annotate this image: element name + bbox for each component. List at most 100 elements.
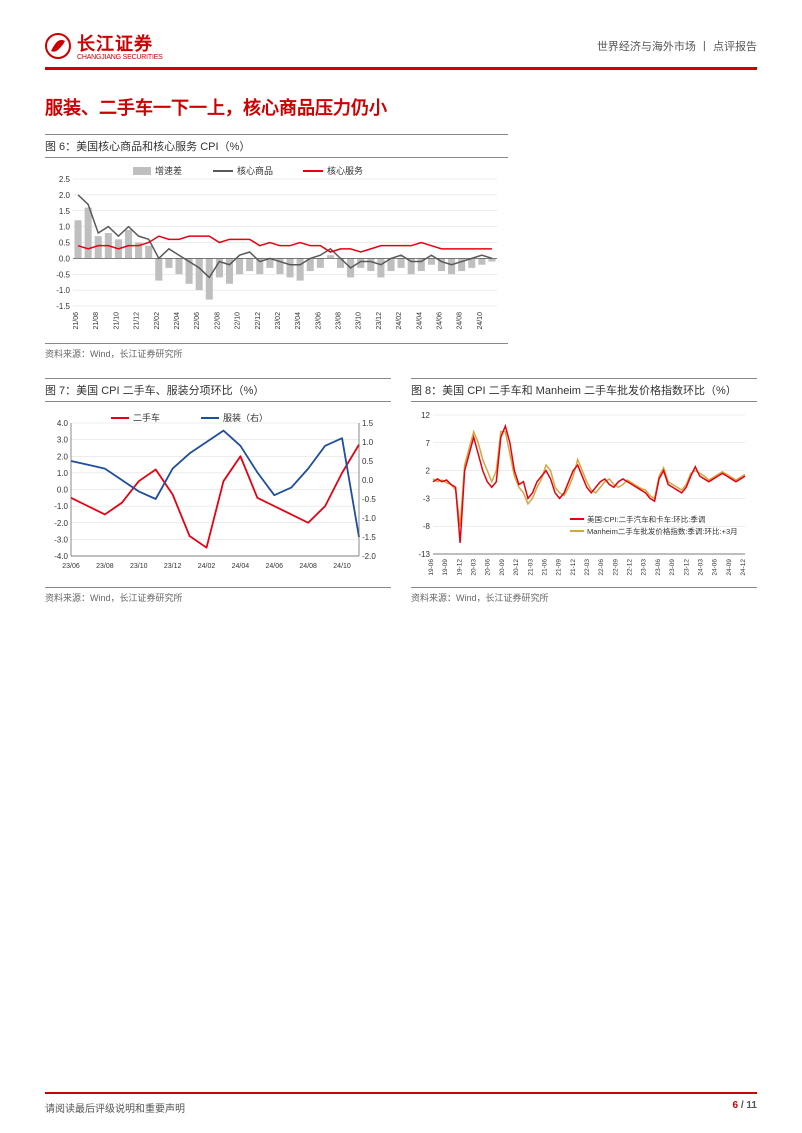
svg-text:23-03: 23-03	[641, 559, 648, 576]
svg-text:-4.0: -4.0	[54, 552, 68, 561]
svg-text:24/06: 24/06	[436, 312, 443, 330]
svg-text:23/06: 23/06	[62, 563, 80, 570]
svg-text:0.0: 0.0	[362, 476, 374, 485]
svg-text:23/02: 23/02	[275, 312, 282, 330]
svg-text:22/02: 22/02	[154, 312, 161, 330]
svg-text:-8: -8	[423, 522, 431, 531]
footer-disclaimer: 请阅读最后评级说明和重要声明	[45, 1100, 185, 1115]
chart-8: 图 8：美国 CPI 二手车和 Manheim 二手车批发价格指数环比（%） -…	[411, 378, 757, 604]
svg-text:24-12: 24-12	[740, 559, 747, 576]
logo-text-cn: 长江证券	[77, 30, 163, 56]
svg-text:19-06: 19-06	[428, 559, 435, 576]
svg-text:-0.5: -0.5	[56, 270, 70, 279]
svg-text:21-09: 21-09	[556, 559, 563, 576]
svg-text:20-06: 20-06	[485, 559, 492, 576]
svg-text:2.0: 2.0	[59, 191, 71, 200]
svg-text:-2.0: -2.0	[362, 552, 376, 561]
svg-text:21/12: 21/12	[134, 312, 141, 330]
svg-text:20-12: 20-12	[513, 559, 520, 576]
svg-text:24/10: 24/10	[333, 563, 351, 570]
svg-text:4.0: 4.0	[57, 419, 69, 428]
chart-8-source: 资料来源：Wind，长江证券研究所	[411, 587, 757, 604]
svg-text:核心商品: 核心商品	[237, 165, 273, 176]
svg-text:-1.0: -1.0	[56, 286, 70, 295]
svg-text:-2.0: -2.0	[54, 519, 68, 528]
svg-text:24-09: 24-09	[726, 559, 733, 576]
svg-text:24/08: 24/08	[457, 312, 464, 330]
chart-6-svg: -1.5-1.0-0.50.00.51.01.52.02.521/0621/08…	[45, 161, 505, 336]
svg-text:23/10: 23/10	[130, 563, 148, 570]
chart-7-source: 资料来源：Wind，长江证券研究所	[45, 587, 391, 604]
section-title: 服装、二手车一下一上，核心商品压力仍小	[45, 94, 757, 120]
svg-text:24/10: 24/10	[477, 312, 484, 330]
svg-text:1.0: 1.0	[57, 469, 69, 478]
svg-text:-1.5: -1.5	[56, 302, 70, 311]
svg-text:1.0: 1.0	[59, 223, 71, 232]
svg-text:-1.5: -1.5	[362, 533, 376, 542]
svg-text:23/08: 23/08	[96, 563, 114, 570]
svg-text:0.0: 0.0	[59, 254, 71, 263]
svg-text:服装（右）: 服装（右）	[223, 412, 268, 423]
svg-text:24/04: 24/04	[232, 563, 250, 570]
svg-text:-3.0: -3.0	[54, 535, 68, 544]
svg-text:2: 2	[426, 467, 431, 476]
svg-text:24/02: 24/02	[198, 563, 216, 570]
svg-text:23/12: 23/12	[376, 312, 383, 330]
svg-text:22/06: 22/06	[194, 312, 201, 330]
logo-text-en: CHANGJIANG SECURITIES	[77, 54, 163, 61]
svg-text:21-12: 21-12	[570, 559, 577, 576]
page-footer: 请阅读最后评级说明和重要声明 6 / 11	[45, 1092, 757, 1115]
svg-text:23/10: 23/10	[356, 312, 363, 330]
svg-text:Manheim二手车批发价格指数:季调:环比:+3月: Manheim二手车批发价格指数:季调:环比:+3月	[587, 526, 738, 536]
svg-text:23/06: 23/06	[315, 312, 322, 330]
svg-text:19-09: 19-09	[442, 559, 449, 576]
svg-text:21/08: 21/08	[93, 312, 100, 330]
svg-text:23/04: 23/04	[295, 312, 302, 330]
logo-icon	[45, 33, 71, 59]
svg-text:24/08: 24/08	[299, 563, 317, 570]
chart-7: 图 7：美国 CPI 二手车、服装分项环比（%） -4.0-3.0-2.0-1.…	[45, 378, 391, 604]
svg-text:24-03: 24-03	[697, 559, 704, 576]
svg-text:0.5: 0.5	[362, 457, 374, 466]
svg-text:20-09: 20-09	[499, 559, 506, 576]
svg-text:23/12: 23/12	[164, 563, 182, 570]
svg-text:22/10: 22/10	[235, 312, 242, 330]
svg-text:-3: -3	[423, 494, 431, 503]
svg-text:12: 12	[421, 411, 430, 420]
svg-text:22/04: 22/04	[174, 312, 181, 330]
svg-text:22-03: 22-03	[584, 559, 591, 576]
logo: 长江证券 CHANGJIANG SECURITIES	[45, 30, 163, 61]
svg-text:24-06: 24-06	[712, 559, 719, 576]
svg-text:23-09: 23-09	[669, 559, 676, 576]
svg-text:3.0: 3.0	[57, 436, 69, 445]
svg-text:0.0: 0.0	[57, 486, 69, 495]
svg-text:1.0: 1.0	[362, 438, 374, 447]
svg-text:24/02: 24/02	[396, 312, 403, 330]
svg-text:核心服务: 核心服务	[327, 165, 363, 176]
svg-text:21/10: 21/10	[113, 312, 120, 330]
svg-text:22-06: 22-06	[598, 559, 605, 576]
svg-text:22/08: 22/08	[214, 312, 221, 330]
header-right-text: 世界经济与海外市场 丨 点评报告	[597, 38, 757, 54]
svg-text:二手车: 二手车	[133, 412, 160, 423]
page-number: 6 / 11	[733, 1100, 757, 1115]
chart-6: 图 6：美国核心商品和核心服务 CPI（%） -1.5-1.0-0.50.00.…	[45, 134, 508, 360]
chart-6-title: 图 6：美国核心商品和核心服务 CPI（%）	[45, 134, 508, 158]
svg-text:-0.5: -0.5	[362, 495, 376, 504]
page-header: 长江证券 CHANGJIANG SECURITIES 世界经济与海外市场 丨 点…	[45, 30, 757, 70]
svg-text:增速差: 增速差	[155, 165, 182, 176]
chart-7-svg: -4.0-3.0-2.0-1.00.01.02.03.04.0-2.0-1.5-…	[45, 405, 385, 580]
svg-text:22-09: 22-09	[612, 559, 619, 576]
svg-text:21-03: 21-03	[527, 559, 534, 576]
svg-text:2.5: 2.5	[59, 175, 71, 184]
chart-8-svg: -13-8-3271219-0619-0919-1220-0320-0620-0…	[411, 405, 751, 580]
svg-text:24/06: 24/06	[266, 563, 284, 570]
svg-text:2.0: 2.0	[57, 452, 69, 461]
svg-text:23/08: 23/08	[336, 312, 343, 330]
svg-text:美国:CPI:二手汽车和卡车:环比:季调: 美国:CPI:二手汽车和卡车:环比:季调	[587, 514, 705, 524]
svg-text:19-12: 19-12	[456, 559, 463, 576]
chart-6-source: 资料来源：Wind，长江证券研究所	[45, 343, 508, 360]
svg-text:1.5: 1.5	[362, 419, 374, 428]
svg-text:1.5: 1.5	[59, 207, 71, 216]
svg-text:7: 7	[426, 439, 431, 448]
